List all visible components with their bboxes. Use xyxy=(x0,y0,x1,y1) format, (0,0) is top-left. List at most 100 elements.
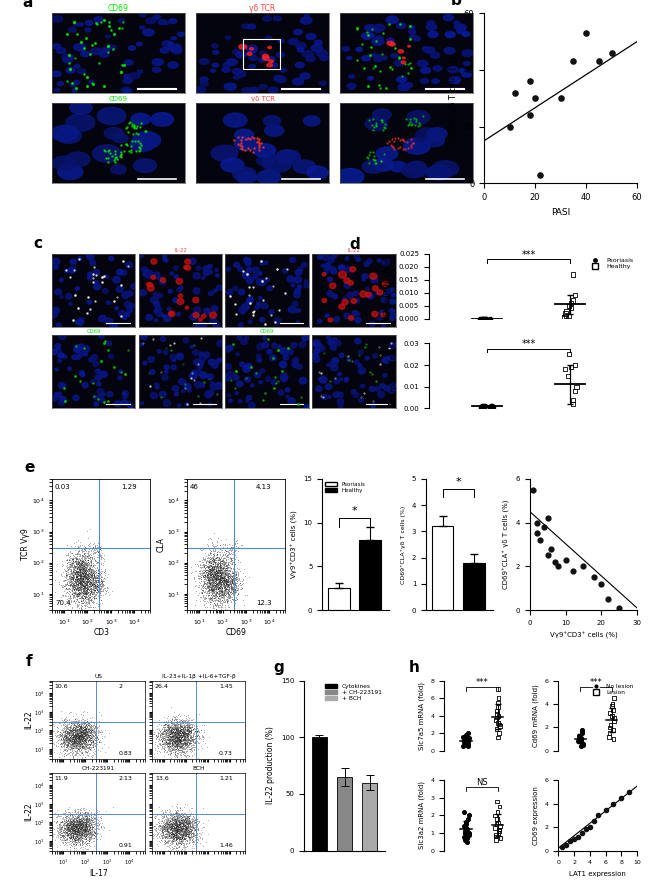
Point xyxy=(84,593,95,607)
Point xyxy=(78,569,88,583)
Point xyxy=(92,570,103,584)
Point xyxy=(182,839,192,853)
Point xyxy=(77,801,88,815)
Point xyxy=(607,697,618,711)
Point xyxy=(173,836,183,851)
Point xyxy=(90,728,100,742)
Point xyxy=(172,818,182,832)
Point xyxy=(222,570,232,584)
Point xyxy=(77,731,88,745)
Circle shape xyxy=(227,393,231,397)
Point xyxy=(78,579,88,593)
Point xyxy=(76,831,86,845)
Circle shape xyxy=(184,384,191,390)
Point xyxy=(211,565,222,579)
Point xyxy=(198,593,208,607)
Point xyxy=(81,549,92,563)
Point xyxy=(170,823,180,837)
Title: CD69: CD69 xyxy=(260,329,274,334)
Point xyxy=(80,820,90,834)
Point xyxy=(211,569,221,583)
Point xyxy=(73,731,84,745)
Point xyxy=(175,733,185,747)
Point xyxy=(90,827,100,841)
Point xyxy=(73,587,84,601)
Point xyxy=(155,729,165,743)
Point xyxy=(168,722,178,736)
Point xyxy=(98,577,108,591)
Point xyxy=(200,585,210,599)
Point xyxy=(172,726,182,740)
Point xyxy=(83,749,94,763)
Point xyxy=(69,728,79,742)
Point xyxy=(227,557,237,571)
Point xyxy=(214,551,224,565)
Point xyxy=(152,828,162,843)
Point xyxy=(77,561,87,575)
Point xyxy=(66,574,76,588)
Circle shape xyxy=(382,281,388,286)
Point xyxy=(175,719,185,734)
Circle shape xyxy=(225,364,231,369)
Point xyxy=(174,717,184,731)
Point xyxy=(74,806,85,820)
Point xyxy=(77,802,88,816)
Point xyxy=(73,720,83,734)
Point xyxy=(73,823,84,837)
Point xyxy=(461,815,471,829)
Point xyxy=(172,819,183,833)
Point xyxy=(179,735,190,750)
Point xyxy=(170,818,180,832)
Point xyxy=(225,577,235,591)
Point xyxy=(203,563,214,578)
Point xyxy=(171,828,181,842)
Point xyxy=(92,599,103,613)
Point xyxy=(80,593,90,607)
Point xyxy=(68,814,78,828)
Point xyxy=(166,815,177,829)
Point xyxy=(84,567,94,581)
Point xyxy=(229,573,240,587)
Circle shape xyxy=(159,294,163,298)
Point xyxy=(62,594,73,608)
Point xyxy=(76,553,86,567)
Point xyxy=(79,579,89,593)
Point xyxy=(70,727,81,741)
Point xyxy=(77,579,88,594)
Point xyxy=(163,820,174,834)
Point xyxy=(71,569,81,583)
Point xyxy=(89,578,99,592)
Point xyxy=(172,811,183,825)
Point xyxy=(96,821,106,835)
Point xyxy=(70,716,81,730)
Point xyxy=(222,593,233,607)
Point xyxy=(79,568,89,582)
Point xyxy=(77,828,88,842)
Circle shape xyxy=(93,269,100,276)
Point xyxy=(210,553,220,567)
Point xyxy=(172,823,182,837)
Point xyxy=(76,578,86,592)
Point xyxy=(569,384,580,398)
Point xyxy=(70,550,81,564)
Point xyxy=(213,584,224,598)
Point xyxy=(209,572,219,587)
Point xyxy=(72,569,82,583)
Point xyxy=(70,580,80,595)
Point xyxy=(83,722,93,736)
Point xyxy=(90,539,100,553)
Point xyxy=(78,569,88,583)
Point xyxy=(64,733,74,747)
Point xyxy=(78,559,88,573)
Point xyxy=(216,585,227,599)
Point xyxy=(62,724,72,738)
Point xyxy=(220,572,230,587)
Point xyxy=(72,825,83,839)
Point xyxy=(181,807,191,821)
Point xyxy=(169,819,179,833)
Point xyxy=(79,598,90,612)
Point xyxy=(172,715,183,729)
Point xyxy=(82,724,92,738)
Point xyxy=(172,822,183,836)
Point xyxy=(175,836,185,851)
